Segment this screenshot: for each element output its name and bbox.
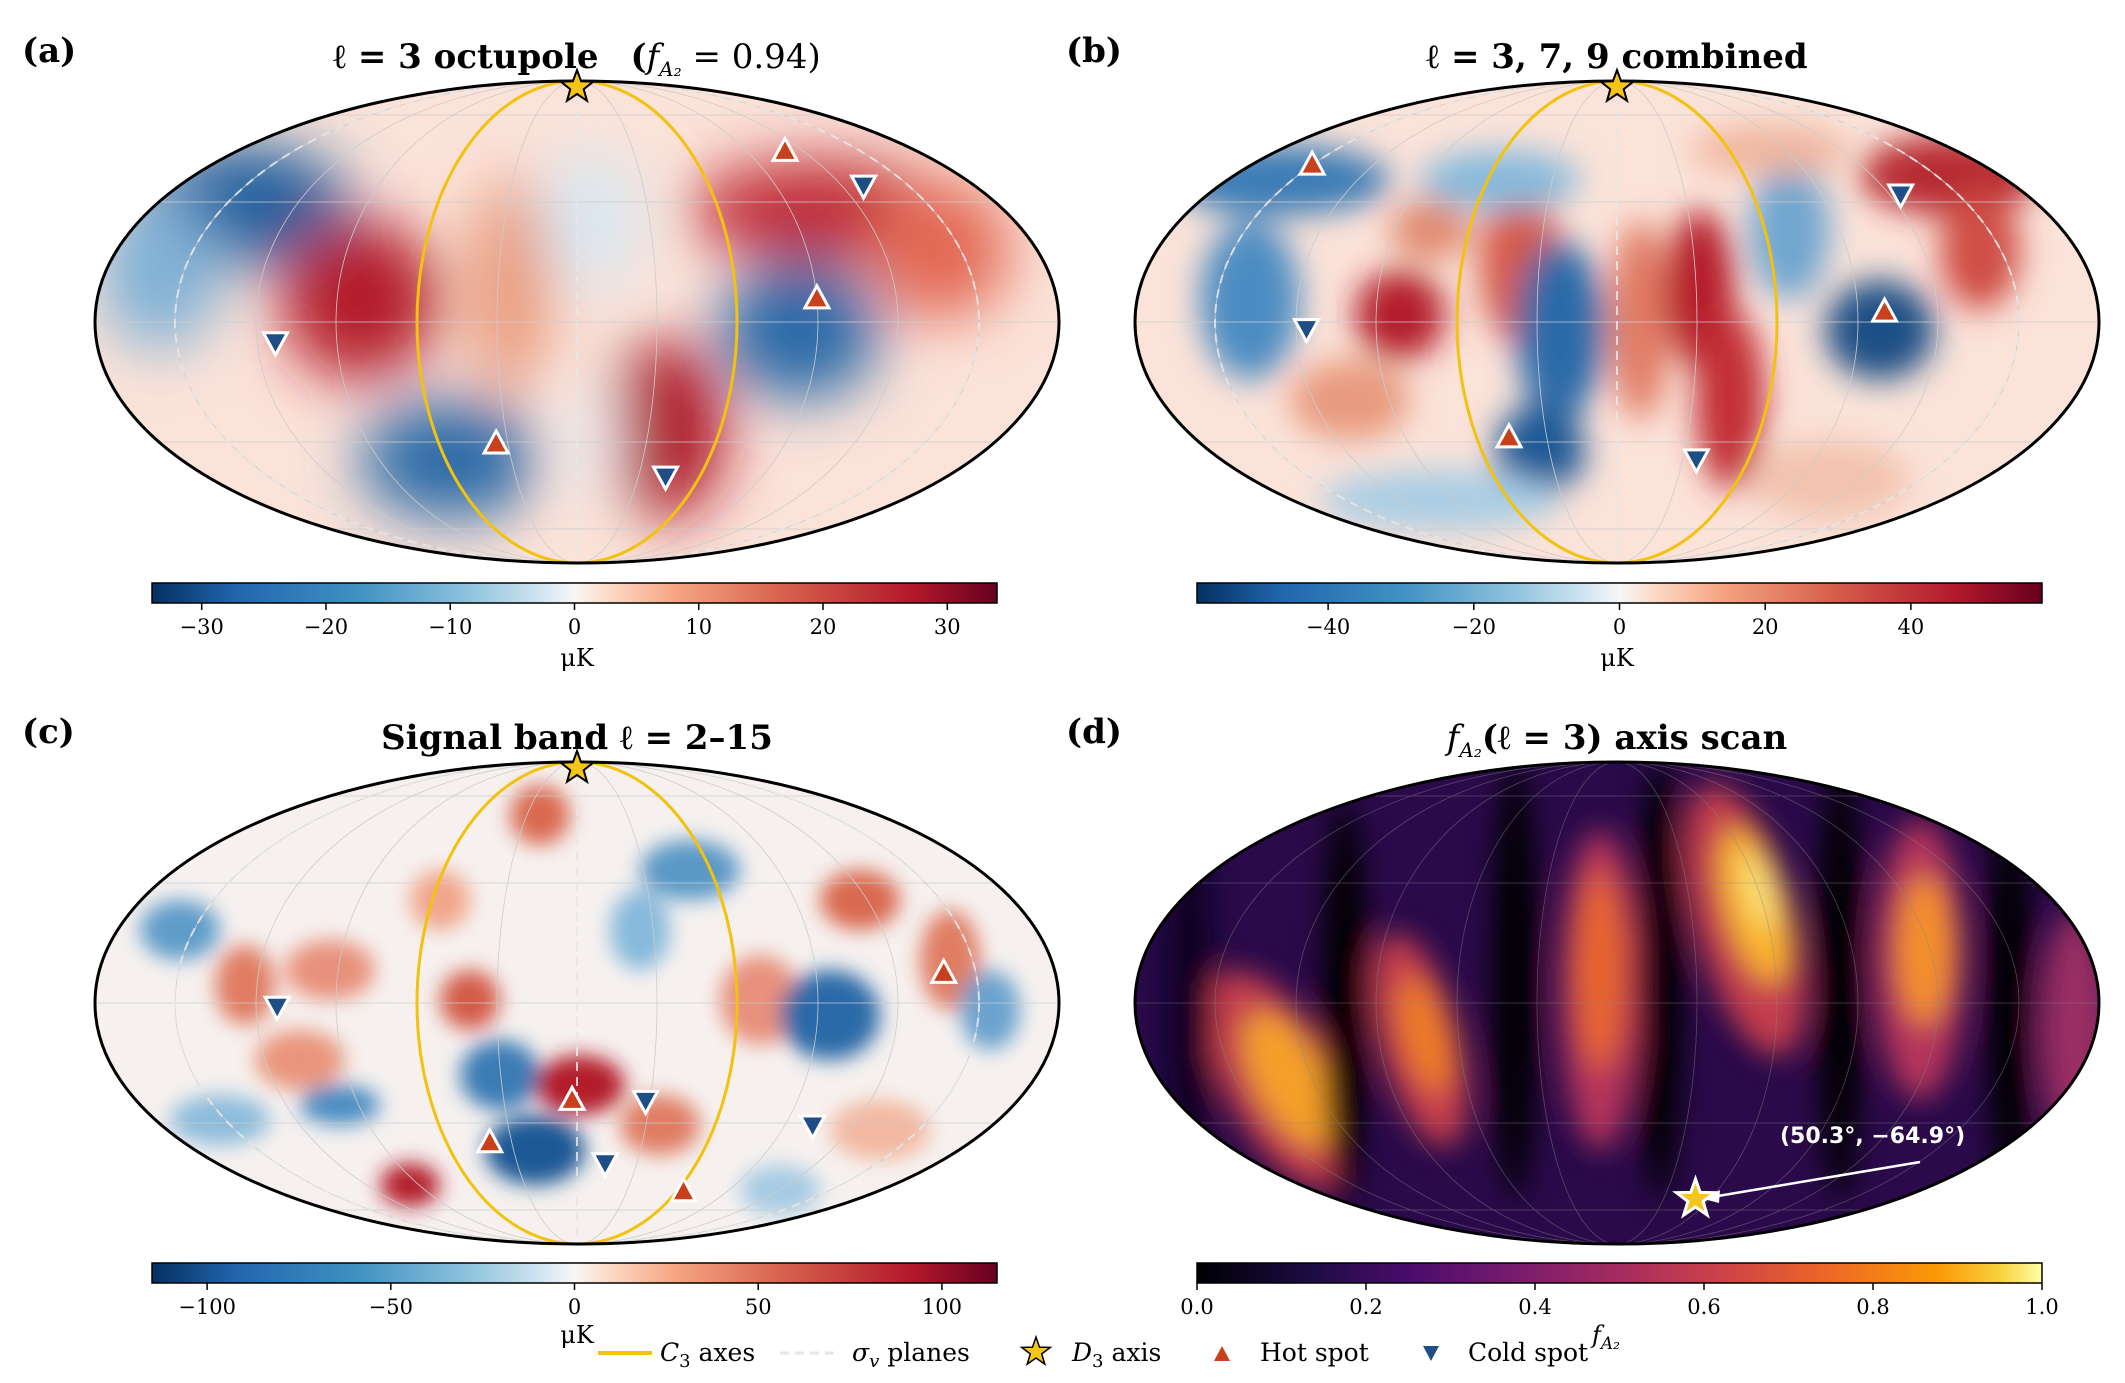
peak-axis-star — [1672, 1174, 1719, 1219]
legend-star-icon — [1019, 1334, 1053, 1366]
cold-spot-marker — [262, 995, 292, 1023]
panel-a-title: ℓ = 3 octupole (fA₂ = 0.94) — [333, 37, 820, 81]
hot-spot-marker — [1870, 295, 1900, 323]
colorbar-tick-label: −50 — [369, 1295, 413, 1319]
colorbar-tick-label: 0 — [568, 1295, 581, 1319]
legend-item-sigma-planes: σv planes — [780, 1338, 970, 1372]
legend-cold-triangle-icon — [1423, 1346, 1439, 1361]
panel-a-markers — [260, 135, 879, 493]
colorbar-tick-label: 100 — [922, 1295, 962, 1319]
colorbar-tick-label: −20 — [1452, 615, 1496, 639]
panel-d-colorbar: 0.0 0.2 0.4 0.6 0.8 1.0 — [1180, 1262, 2059, 1319]
colorbar-tick-label: 0.2 — [1349, 1295, 1382, 1319]
cold-spot-marker — [631, 1089, 661, 1117]
colorbar-tick-label: −40 — [1306, 615, 1350, 639]
d3-axis-star — [558, 748, 596, 785]
hot-spot-marker — [669, 1175, 699, 1203]
panel-a-colorbar-label: μK — [560, 644, 595, 672]
cold-spot-marker — [260, 331, 290, 358]
cold-spot-marker — [650, 465, 681, 493]
legend-item-d3-axis: D3 axis — [1019, 1334, 1161, 1372]
hot-spot-marker — [481, 427, 511, 455]
legend-item-hot-spot: Hot spot — [1214, 1338, 1369, 1367]
panel-b-colorbar-label: μK — [1600, 644, 1635, 672]
colorbar-tick-label: −30 — [180, 615, 224, 639]
d3-axis-star — [1598, 67, 1636, 104]
colorbar-tick-label: −20 — [304, 615, 348, 639]
legend-label-d3: D3 axis — [1071, 1338, 1161, 1372]
colorbar-tick-label: 20 — [810, 615, 837, 639]
hot-spot-marker — [929, 957, 959, 984]
legend-hot-triangle-icon — [1214, 1346, 1230, 1361]
colorbar-tick-label: 0.0 — [1180, 1295, 1213, 1319]
colorbar-tick-label: 20 — [1752, 615, 1779, 639]
map-boundary — [1133, 760, 2101, 1246]
panel-d-label: (d) — [1066, 712, 1122, 752]
hot-spot-marker — [802, 282, 832, 310]
colorbar-tick-label: 1.0 — [2025, 1295, 2058, 1319]
panel-c-markers — [262, 957, 959, 1203]
colorbar-tick-label: 0.4 — [1518, 1295, 1551, 1319]
legend-label-sigma: σv planes — [852, 1338, 970, 1372]
panel-d: (d) fA₂(ℓ = 3) axis scan — [1066, 712, 2101, 1354]
colorbar-tick-label: 0 — [568, 615, 581, 639]
panel-a: (a) ℓ = 3 octupole (fA₂ = 0.94) — [22, 31, 1061, 672]
legend: C3 axes σv planes D3 axis Hot spot Cold … — [598, 1334, 1588, 1372]
colorbar-gradient — [151, 1262, 998, 1284]
panel-a-colorbar: −30 −20 −10 0 10 20 30 — [151, 582, 998, 639]
panel-b-label: (b) — [1066, 31, 1122, 71]
peak-axis-label: (50.3°, −64.9°) — [1780, 1124, 1965, 1149]
colorbar-gradient — [151, 582, 998, 604]
legend-label-cold: Cold spot — [1468, 1338, 1588, 1367]
colorbar-gradient — [1196, 1262, 2043, 1284]
peak-axis-annotation: (50.3°, −64.9°) — [1672, 1124, 1965, 1219]
panel-b-markers — [1291, 148, 1916, 475]
panel-c: (c) Signal band ℓ = 2–15 — [22, 712, 1061, 1349]
panel-c-colorbar-label: μK — [560, 1321, 595, 1349]
panel-b: (b) ℓ = 3, 7, 9 combined — [1066, 31, 2101, 672]
annotation-arrow — [1711, 1160, 1921, 1199]
legend-item-c3-axes: C3 axes — [598, 1338, 755, 1372]
hot-spot-marker — [475, 1126, 505, 1154]
panel-d-colorbar-label: fA₂ — [1590, 1321, 1620, 1354]
hot-spot-marker — [1494, 421, 1524, 449]
panel-c-label: (c) — [22, 712, 75, 752]
colorbar-tick-label: 0.8 — [1856, 1295, 1889, 1319]
colorbar-tick-label: −10 — [428, 615, 472, 639]
legend-label-hot: Hot spot — [1260, 1338, 1369, 1367]
panel-a-label: (a) — [22, 31, 76, 71]
panel-c-colorbar: −100 −50 0 50 100 — [151, 1262, 998, 1319]
hot-spot-marker — [1297, 148, 1327, 176]
d3-axis-star — [558, 67, 596, 104]
legend-label-c3: C3 axes — [660, 1338, 755, 1372]
colorbar-tick-label: 0.6 — [1687, 1295, 1720, 1319]
panel-b-colorbar: −40 −20 0 20 40 — [1196, 582, 2043, 639]
cold-spot-marker — [849, 174, 879, 202]
cold-spot-marker — [590, 1152, 620, 1179]
colorbar-tick-label: 50 — [745, 1295, 772, 1319]
legend-item-cold-spot: Cold spot — [1423, 1338, 1588, 1367]
cold-spot-marker — [1886, 183, 1916, 211]
cold-spot-marker — [798, 1114, 828, 1142]
colorbar-tick-label: 10 — [685, 615, 712, 639]
colorbar-tick-label: 40 — [1898, 615, 1925, 639]
cold-spot-marker — [1681, 448, 1711, 475]
colorbar-tick-label: 0 — [1613, 615, 1626, 639]
colorbar-tick-label: 30 — [934, 615, 961, 639]
panel-d-title: fA₂(ℓ = 3) axis scan — [1444, 718, 1787, 762]
colorbar-gradient — [1196, 582, 2043, 604]
colorbar-tick-label: −100 — [178, 1295, 236, 1319]
hot-spot-marker — [557, 1084, 587, 1111]
cold-spot-marker — [1291, 318, 1322, 345]
hot-spot-marker — [770, 135, 800, 162]
